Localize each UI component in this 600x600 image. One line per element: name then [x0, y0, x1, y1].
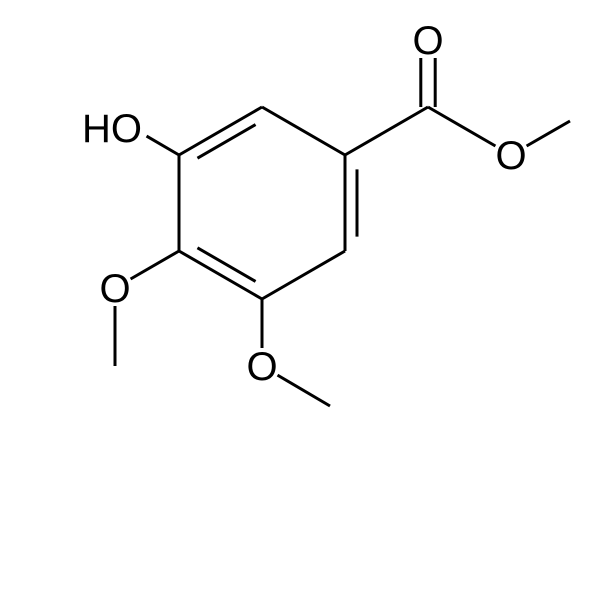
atom-label: O	[412, 19, 443, 63]
bond	[131, 251, 179, 279]
chemical-structure-diagram: O O O O HO	[0, 0, 600, 600]
atom-label: HO	[82, 107, 142, 151]
atom-label: O	[99, 267, 130, 311]
bond	[262, 251, 345, 299]
bond	[147, 136, 179, 155]
bond	[278, 375, 330, 406]
bond	[527, 121, 570, 146]
atom-label: O	[495, 134, 526, 178]
bond	[179, 107, 262, 155]
bond	[197, 125, 255, 159]
bond	[197, 248, 255, 282]
atom-label: O	[246, 345, 277, 389]
bond	[179, 251, 262, 299]
bond	[428, 107, 495, 146]
bond	[262, 107, 345, 155]
bond	[345, 107, 428, 155]
